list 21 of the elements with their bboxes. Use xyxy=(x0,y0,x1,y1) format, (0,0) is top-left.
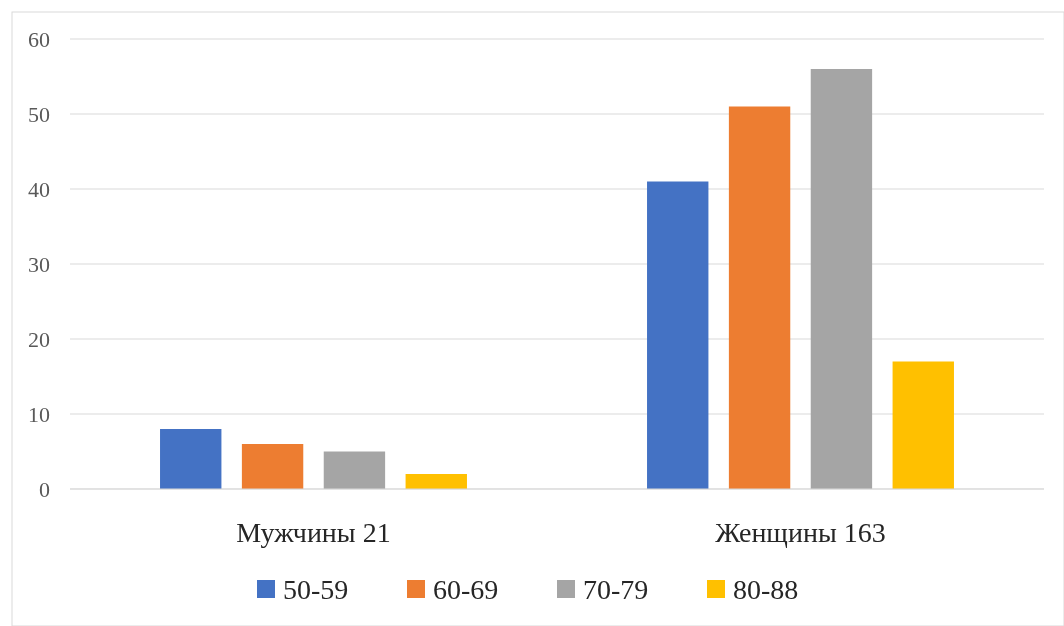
y-tick-label: 60 xyxy=(28,26,50,52)
legend-label: 70-79 xyxy=(583,573,649,605)
legend-label: 60-69 xyxy=(433,573,499,605)
y-tick-label: 50 xyxy=(28,101,50,127)
y-tick-label: 20 xyxy=(28,326,50,352)
x-tick-label: Мужчины 21 xyxy=(236,517,391,548)
bar xyxy=(647,181,709,489)
legend-label: 80-88 xyxy=(733,573,799,605)
y-tick-label: 10 xyxy=(28,401,50,427)
bar xyxy=(728,106,791,489)
y-tick-label: 30 xyxy=(28,251,50,277)
y-tick-label: 40 xyxy=(28,176,50,202)
bar xyxy=(405,474,467,489)
y-tick-label: 0 xyxy=(39,476,50,502)
bar xyxy=(241,444,304,489)
bar xyxy=(892,361,954,489)
bar xyxy=(160,429,222,489)
bar xyxy=(810,69,873,489)
bar xyxy=(323,451,386,489)
x-tick-label: Женщины 163 xyxy=(715,517,886,548)
legend-label: 50-59 xyxy=(283,573,349,605)
